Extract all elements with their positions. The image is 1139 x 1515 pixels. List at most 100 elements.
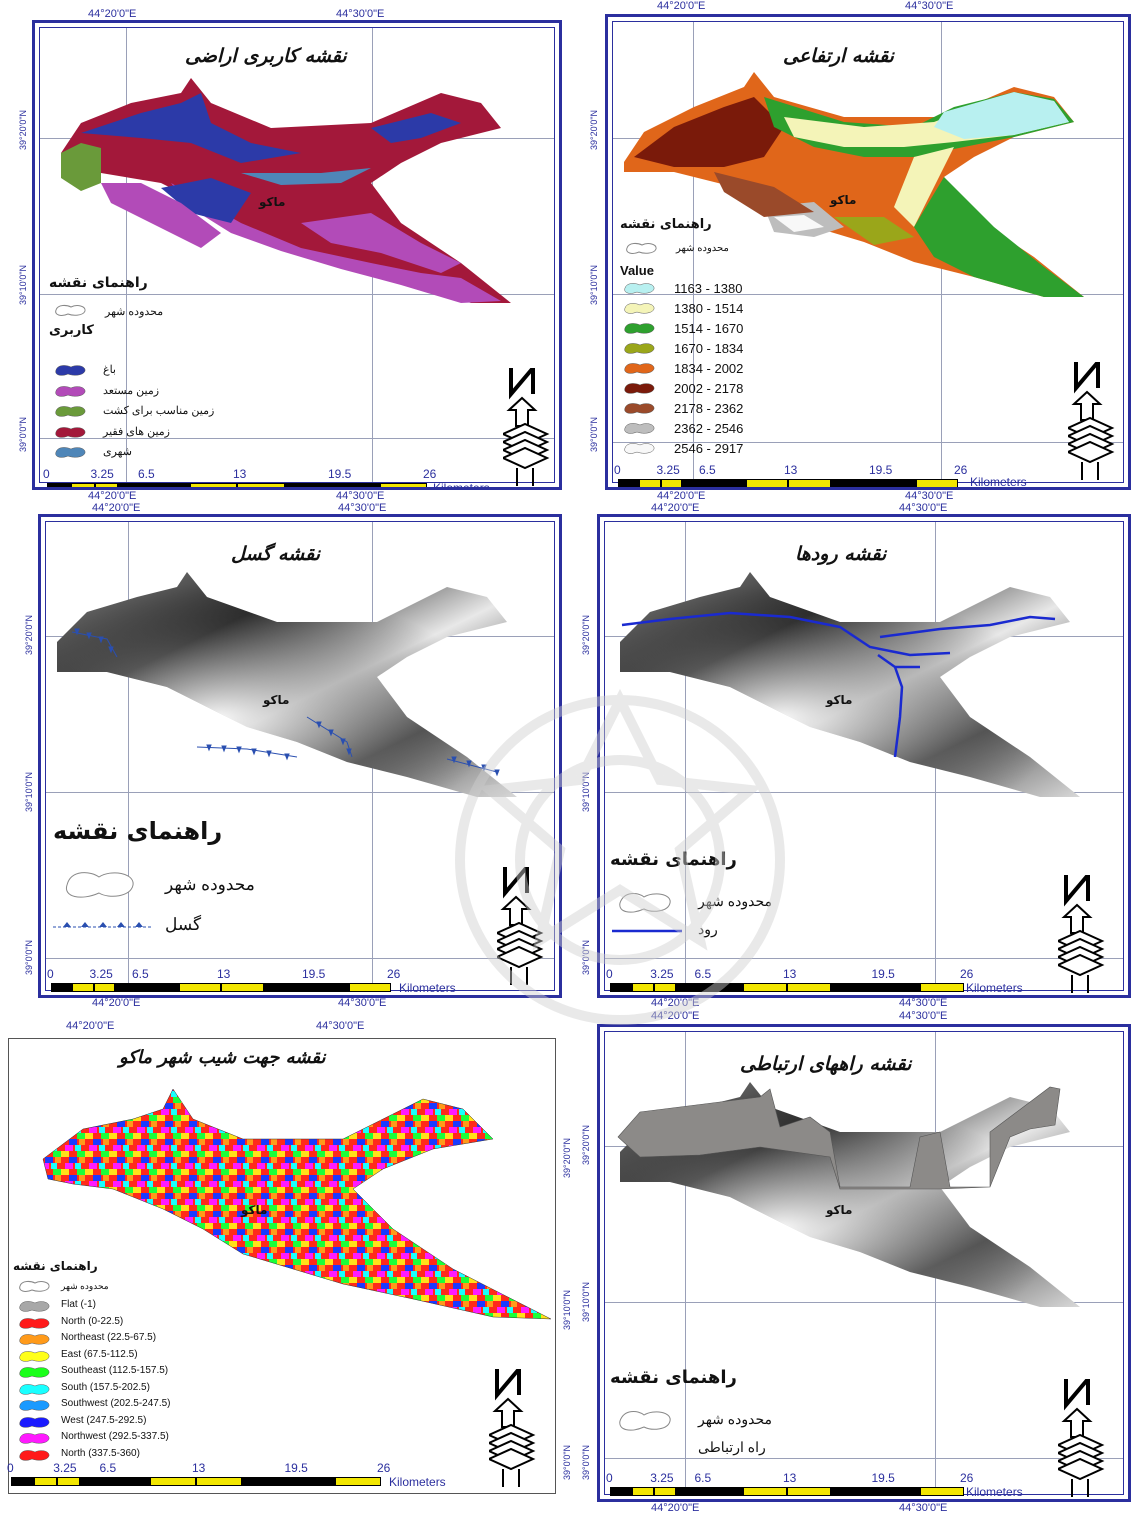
scale-tick-label: 13 [783, 967, 797, 981]
legend-swatch [624, 383, 655, 394]
scale-segment [348, 983, 391, 992]
scale-segment [306, 983, 349, 992]
top-coord-2: 44°30'0"E [899, 1010, 948, 1022]
scale-segment [787, 1487, 832, 1496]
boundary-swatch [19, 1280, 50, 1292]
roads-city-label: ماکو [826, 1203, 853, 1217]
scale-segment [284, 483, 332, 487]
top-coord-1: 44°20'0"E [657, 0, 706, 12]
boundary-swatch [626, 242, 657, 254]
legend-label: East (67.5-112.5) [61, 1348, 138, 1360]
scale-segment [919, 1487, 964, 1496]
side-coord-3: 39°0'0"N [581, 1444, 591, 1480]
scale-tick-label: 0 [43, 467, 50, 481]
scale-segment [189, 483, 237, 487]
rivers-dem-map [620, 572, 1080, 797]
scale-segment [788, 479, 831, 487]
scale-segment [742, 983, 787, 992]
bottom-coord-1: 44°20'0"E [92, 997, 141, 1009]
scale-bar: 0 3.25 6.5 13 19.5 26 [7, 1461, 390, 1486]
north-arrow-icon [503, 368, 549, 487]
scale-segment [875, 1487, 920, 1496]
scale-segment [632, 1487, 655, 1496]
scale-units: Kilometers [389, 1475, 446, 1489]
roads-line-label: راه ارتباطی [698, 1439, 766, 1455]
scale-tick-label: 3.25 [650, 967, 674, 981]
scale-tick-label: 3.25 [89, 967, 113, 981]
scale-segment [178, 983, 221, 992]
scale-segment [379, 483, 427, 487]
elevation-boundary-label: محدوده شهر [676, 243, 729, 254]
scale-tick-label: 19.5 [302, 967, 326, 981]
scale-tick-label: 19.5 [284, 1461, 308, 1475]
scale-tick-label: 13 [217, 967, 231, 981]
scale-tick-label: 3.25 [650, 1471, 674, 1485]
scale-tick-label: 26 [387, 967, 401, 981]
scale-tick-label: 13 [192, 1461, 206, 1475]
bottom-coord-1: 44°20'0"E [657, 490, 706, 502]
roads-legend-title: راهنمای نقشه [610, 1367, 737, 1388]
legend-label: South (157.5-202.5) [61, 1381, 150, 1393]
scale-tick-label: 0 [47, 967, 54, 981]
scale-segment [288, 1477, 335, 1486]
legend-label: زمین مناسب برای کشت [103, 405, 215, 417]
top-coord-2: 44°30'0"E [899, 502, 948, 514]
scale-segment [632, 983, 655, 992]
scale-tick-label: 0 [606, 1471, 613, 1485]
landuse-map [61, 78, 511, 303]
landuse-city-label: ماکو [259, 195, 286, 209]
legend-swatch [19, 1301, 50, 1312]
north-arrow-icon [1058, 875, 1104, 995]
legend-label: شهری [103, 446, 132, 458]
scale-tick-label: 26 [423, 467, 437, 481]
scale-tick-label: 6.5 [694, 967, 712, 981]
aspect-title: نقشه جهت شیب شهر ماکو [119, 1047, 326, 1068]
scale-bar: 0 3.25 6.5 13 19.5 26 [614, 463, 967, 487]
scale-segment [114, 983, 136, 992]
north-arrow-icon [1068, 362, 1114, 482]
scale-segment [831, 1487, 876, 1496]
legend-swatch [19, 1400, 50, 1411]
scale-tick-label: 19.5 [869, 463, 893, 477]
scale-segment [70, 483, 95, 487]
legend-swatch [19, 1383, 50, 1395]
legend-swatch [19, 1416, 50, 1428]
side-coord-1: 39°20'0"N [24, 614, 34, 655]
legend-swatch [624, 343, 655, 354]
fault-line-label: گسل [165, 915, 202, 934]
scale-segment [136, 983, 179, 992]
fault-line-swatch [53, 922, 153, 928]
scale-segment [103, 1477, 150, 1486]
legend-swatch [624, 283, 655, 294]
scale-segment [118, 483, 142, 487]
rivers-title: نقشه رودها [795, 543, 887, 565]
side-coord-1: 39°20'0"N [581, 1124, 591, 1165]
scale-segment [745, 479, 788, 487]
side-coord-2: 39°10'0"N [589, 264, 599, 305]
boundary-swatch [619, 1411, 671, 1431]
scale-segment [919, 983, 964, 992]
scale-segment [332, 483, 380, 487]
legend-swatch [55, 426, 86, 438]
legend-label: 1834 - 2002 [674, 361, 744, 376]
scale-tick-label: 6.5 [138, 467, 155, 481]
elevation-frame: نقشه ارتفاعی ماکو راهنمای نقشه محدوده شه… [605, 14, 1131, 490]
landuse-class-title: کاربری [49, 323, 94, 338]
elevation-legend-title: راهنمای نقشه [620, 217, 712, 232]
rivers-frame: نقشه رودها ماکو راهنمای نقشه محدوده شهر … [597, 514, 1131, 998]
side-coord-1: 39°20'0"N [562, 1137, 572, 1178]
scale-segment [72, 983, 94, 992]
legend-swatch [19, 1317, 50, 1329]
rivers-city-label: ماکو [826, 693, 853, 707]
legend-swatch [19, 1449, 50, 1461]
scale-tick-label: 3.25 [656, 463, 680, 477]
legend-swatch [19, 1334, 50, 1345]
scale-tick-label: 3.25 [90, 467, 114, 481]
legend-label: 1514 - 1670 [674, 321, 744, 336]
scale-segment [94, 483, 119, 487]
side-coord-2: 39°10'0"N [18, 264, 28, 305]
legend-label: Flat (-1) [61, 1299, 96, 1310]
legend-label: زمین های فقیر [103, 425, 170, 438]
scale-tick-label: 0 [614, 463, 621, 477]
roads-title: نقشه راههای ارتباطی [740, 1053, 912, 1075]
